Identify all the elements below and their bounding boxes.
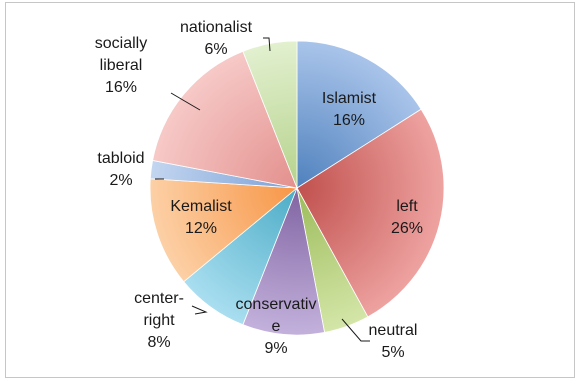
pie-slice-left bbox=[296, 108, 445, 318]
slice-label-tabloid: tabloid 2% bbox=[97, 150, 144, 189]
slice-label-islamist: Islamist 16% bbox=[322, 90, 377, 129]
pie-slice-kemalist bbox=[149, 178, 299, 283]
slice-label-nationalist: nationalist 6% bbox=[180, 19, 253, 58]
slice-label-left: left 26% bbox=[391, 198, 423, 237]
slice-label-conservative: conservativ e 9% bbox=[236, 296, 317, 357]
leader-line-neutral bbox=[341, 318, 370, 342]
pie-slice-conservative bbox=[242, 186, 326, 336]
pie-slice-islamist bbox=[296, 40, 422, 189]
slice-label-kemalist: Kemalist 12% bbox=[170, 198, 232, 237]
leader-line-socially-liberal bbox=[170, 92, 201, 111]
slice-label-socially-liberal: socially liberal 16% bbox=[95, 35, 147, 96]
pie-slice-socially-liberal bbox=[152, 50, 298, 189]
leader-line-center-right bbox=[191, 305, 208, 315]
leader-line-nationalist bbox=[263, 37, 271, 52]
pie-chart: Islamist 16% left 26% neutral 5% conservativ e 9… bbox=[95, 19, 445, 361]
slice-label-neutral: neutral 5% bbox=[369, 322, 418, 361]
chart-frame: Islamist 16% left 26% neutral 5% conservativ e 9… bbox=[5, 2, 575, 378]
slice-label-center-right: center-right 8% bbox=[134, 290, 184, 351]
